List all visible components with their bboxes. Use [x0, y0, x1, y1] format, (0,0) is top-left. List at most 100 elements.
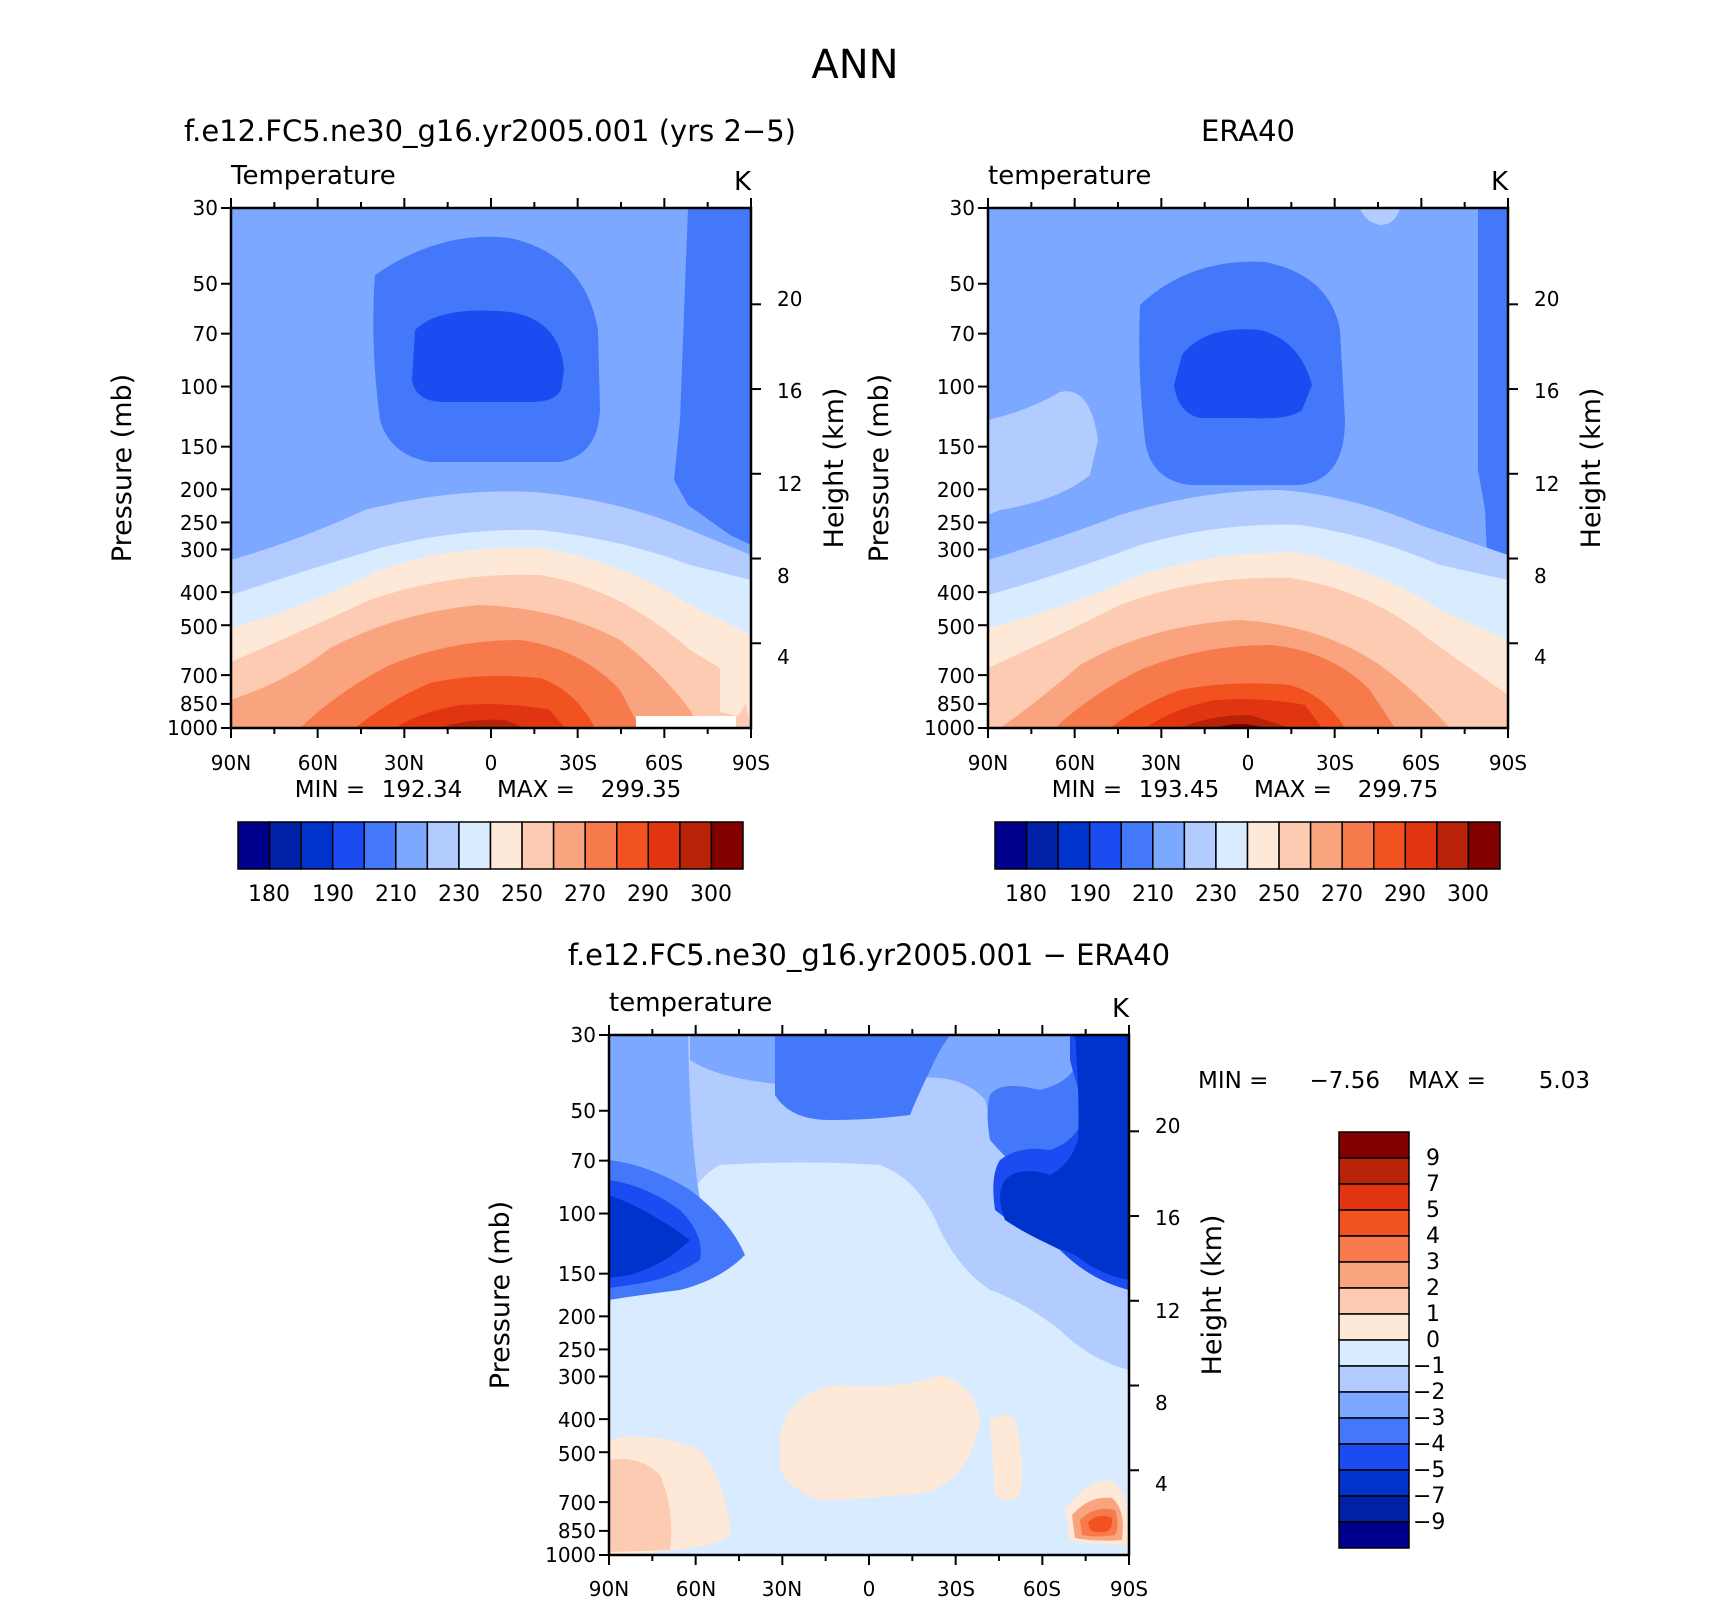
- min-value: 192.34: [382, 777, 462, 803]
- y-tick: 700: [937, 664, 975, 688]
- y-axis-label: Pressure (mb): [864, 374, 895, 562]
- y-tick: 30: [193, 196, 218, 220]
- y-tick: 850: [937, 692, 975, 716]
- y-tick: 850: [180, 692, 218, 716]
- max-label: MAX =: [497, 777, 575, 803]
- colorbar-swatch: [426, 821, 460, 870]
- panel-model: f.e12.FC5.ne30_g16.yr2005.001 (yrs 2−5) …: [107, 114, 850, 907]
- band-210-sp: [674, 208, 751, 545]
- colorbar-swatch: [268, 821, 302, 870]
- colorbar-swatch: [1338, 1235, 1410, 1263]
- x-tick: 60N: [298, 751, 338, 775]
- x-tick: 60N: [1055, 751, 1095, 775]
- colorbar-swatch: [1338, 1183, 1410, 1211]
- x-tick: 90N: [589, 1577, 629, 1600]
- panel-diff-units: K: [1112, 994, 1130, 1024]
- y-tick: 1000: [545, 1543, 596, 1567]
- y-axis-label: Pressure (mb): [107, 374, 138, 562]
- band-m5-np: [609, 1195, 690, 1278]
- y-tick: 500: [558, 1442, 596, 1466]
- y-tick: 50: [571, 1099, 596, 1123]
- x-tick: 90N: [211, 751, 251, 775]
- colorbar-swatch: [1278, 821, 1312, 870]
- colorbar-label: 3: [1426, 1250, 1440, 1275]
- y-tick: 300: [937, 538, 975, 562]
- band-240-sp: [720, 660, 748, 716]
- y-tick: 70: [193, 322, 218, 346]
- colorbar-swatch: [1309, 821, 1343, 870]
- panel-diff-left-label: temperature: [609, 988, 772, 1018]
- colorbar-swatch: [616, 821, 650, 870]
- panel-obs-field: [988, 208, 1508, 728]
- band-p4-sp: [1088, 1515, 1113, 1533]
- y-tick: 200: [558, 1305, 596, 1329]
- y-tick: 150: [180, 435, 218, 459]
- x-tick: 60N: [676, 1577, 716, 1600]
- colorbar-label: 230: [1195, 882, 1237, 907]
- colorbar-label: −4: [1413, 1432, 1445, 1457]
- panel-diff-ticks: [599, 1025, 1139, 1565]
- panel-obs-frame: [986, 206, 1510, 730]
- colorbar-label: −7: [1413, 1484, 1445, 1509]
- min-label: MIN =: [1052, 777, 1122, 803]
- colorbar-label: 2: [1426, 1276, 1440, 1301]
- colorbar-swatch: [1338, 1313, 1410, 1341]
- colorbar-label: 300: [1447, 882, 1489, 907]
- x-tick: 30N: [762, 1577, 802, 1600]
- colorbar-swatch: [1215, 821, 1249, 870]
- band-m3: [609, 1035, 1129, 1300]
- band-295: [440, 719, 525, 728]
- y-axis-label-right: Height (km): [1197, 1215, 1228, 1376]
- y-axis-label-right: Height (km): [1576, 388, 1607, 549]
- colorbar-label: 190: [312, 882, 354, 907]
- band-p1-np: [609, 1459, 672, 1552]
- colorbar-label: 300: [690, 882, 732, 907]
- y-tick: 200: [180, 478, 218, 502]
- colorbar-swatch: [458, 821, 492, 870]
- max-value: 299.35: [601, 777, 681, 803]
- colorbar-swatch: [1373, 821, 1407, 870]
- x-tick: 0: [485, 751, 498, 775]
- colorbar-label: −2: [1413, 1380, 1445, 1405]
- x-tick: 90S: [1110, 1577, 1148, 1600]
- colorbar-swatch: [363, 821, 397, 870]
- colorbar-swatch: [1246, 821, 1280, 870]
- band-p0-trop: [780, 1375, 980, 1500]
- band-220-top: [1360, 208, 1400, 225]
- min-label: MIN =: [1198, 1068, 1268, 1094]
- panel-obs: ERA40 temperature K 30 50 70 100 150: [864, 114, 1607, 907]
- colorbar-swatch: [1152, 821, 1186, 870]
- colorbar-swatch: [1338, 1339, 1410, 1367]
- y-tick: 250: [558, 1338, 596, 1362]
- colorbar-swatch: [1338, 1261, 1410, 1289]
- colorbar-label: 210: [375, 882, 417, 907]
- colorbar-swatch: [994, 821, 1028, 870]
- band-290: [395, 704, 565, 728]
- y-tick-right: 20: [777, 287, 802, 311]
- x-tick: 60S: [1023, 1577, 1061, 1600]
- panel-diff-frame: [607, 1033, 1131, 1557]
- colorbar-label: −9: [1413, 1510, 1445, 1535]
- y-tick-right: 4: [1155, 1472, 1168, 1496]
- y-tick-right: 20: [1534, 287, 1559, 311]
- colorbar-swatch: [584, 821, 618, 870]
- max-value: 299.75: [1358, 777, 1438, 803]
- y-tick: 100: [937, 375, 975, 399]
- colorbar-swatch: [1338, 1443, 1410, 1471]
- x-tick: 60S: [645, 751, 683, 775]
- y-tick-right: 16: [1155, 1206, 1180, 1230]
- colorbar-swatch: [1120, 821, 1154, 870]
- x-tick: 90S: [732, 751, 770, 775]
- min-value: −7.56: [1310, 1068, 1380, 1094]
- colorbar-swatch: [395, 821, 429, 870]
- y-tick: 850: [558, 1519, 596, 1543]
- colorbar-label: 250: [1258, 882, 1300, 907]
- max-label: MAX =: [1254, 777, 1332, 803]
- y-tick-right: 8: [1155, 1391, 1168, 1415]
- colorbar-swatch: [331, 821, 365, 870]
- colorbar-swatch: [1338, 1365, 1410, 1393]
- colorbar-label: 9: [1426, 1146, 1440, 1171]
- colorbar-swatch: [489, 821, 523, 870]
- band-m5-sp: [1000, 1035, 1129, 1280]
- y-tick: 150: [937, 435, 975, 459]
